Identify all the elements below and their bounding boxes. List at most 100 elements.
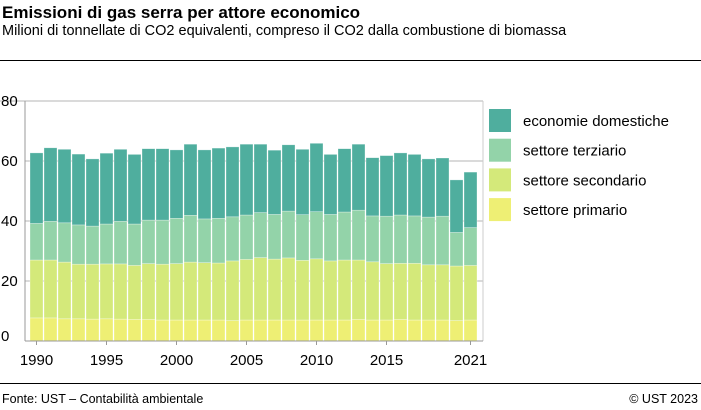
bar-segment (435, 319, 450, 342)
bar-segment (435, 264, 450, 321)
bar-segment (239, 319, 254, 342)
bar-segment (183, 143, 198, 216)
x-tick-label: 1990 (20, 352, 53, 369)
bar-segment (393, 262, 408, 320)
bar-segment (337, 259, 352, 321)
bar-segment (127, 223, 142, 266)
source-note: Fonte: UST – Contabilità ambientale (2, 392, 204, 406)
bar-segment (225, 146, 240, 218)
bar-segment (351, 259, 366, 320)
bar-segment (85, 158, 100, 227)
bar-segment (99, 152, 114, 225)
bar-segment (351, 209, 366, 261)
bar-segment (379, 155, 394, 217)
bar-segment (57, 222, 72, 263)
bar-segment (435, 215, 450, 266)
bar-segment (183, 215, 198, 263)
bar-segment (57, 261, 72, 320)
bar-segment (309, 143, 324, 213)
bar-segment (113, 149, 128, 222)
bar-segment (197, 319, 212, 342)
footer-divider (0, 383, 701, 384)
bar-segment (309, 319, 324, 342)
bar-segment (169, 319, 184, 342)
bar-segment (225, 216, 240, 262)
bar-segment (43, 221, 58, 261)
bar-segment (211, 218, 226, 264)
bar-segment (85, 263, 100, 320)
bar-segment (463, 319, 478, 342)
x-tick-label: 1995 (90, 352, 123, 369)
bar-segment (267, 149, 282, 215)
bar-segment (351, 143, 366, 211)
bar-segment (169, 218, 184, 264)
bar-segment (253, 257, 268, 321)
bar-segment (337, 319, 352, 342)
bar-segment (463, 171, 478, 228)
chart-title: Emissioni di gas serra per attore econom… (2, 3, 361, 22)
bar-segment (141, 219, 156, 264)
bar-segment (365, 261, 380, 321)
bar-segment (99, 223, 114, 265)
bar-segment (449, 320, 464, 342)
y-tick-label: 0 (1, 328, 9, 345)
bar-segment (225, 320, 240, 342)
chart-subtitle: Milioni di tonnellate di CO2 equivalenti… (2, 23, 567, 39)
bar-segment (239, 143, 254, 216)
bar-segment (113, 221, 128, 265)
x-tick-label: 2000 (160, 352, 193, 369)
bar-segment (29, 317, 44, 342)
x-tick-label: 2005 (230, 352, 263, 369)
bar-segment (449, 179, 464, 233)
bar-segment (127, 319, 142, 342)
bar-segment (183, 261, 198, 321)
bar-segment (295, 214, 310, 261)
bar-segment (211, 319, 226, 342)
bar-segment (421, 319, 436, 342)
bar-segment (449, 265, 464, 321)
bar-segment (183, 319, 198, 342)
bar-segment (169, 263, 184, 321)
bar-segment (211, 262, 226, 321)
bar-segment (449, 232, 464, 267)
y-tick-label: 60 (1, 153, 18, 170)
bar-segment (421, 216, 436, 266)
bar-segment (267, 319, 282, 342)
bar-segment (155, 319, 170, 342)
bar-segment (211, 147, 226, 219)
bar-segment (29, 259, 44, 319)
bar-segment (253, 143, 268, 213)
bar-segment (253, 319, 268, 342)
bar-segment (267, 214, 282, 260)
bar-segment (323, 154, 338, 215)
bar-segment (43, 259, 58, 319)
bar-segment (71, 318, 86, 342)
bar-segment (407, 319, 422, 342)
bar-segment (253, 212, 268, 258)
bar-segment (309, 258, 324, 321)
bar-segment (239, 214, 254, 260)
bar-segment (407, 215, 422, 264)
x-tick-label: 2021 (454, 352, 487, 369)
legend-swatch (489, 138, 511, 162)
bar-segment (141, 263, 156, 320)
bar-segment (141, 148, 156, 221)
bar-segment (365, 157, 380, 217)
bar-segment (337, 211, 352, 261)
bar-segment (85, 225, 100, 265)
legend-swatch (489, 109, 511, 132)
bar-segment (29, 152, 44, 224)
bar-segment (281, 257, 296, 321)
bar-segment (407, 154, 422, 217)
bar-segment (99, 318, 114, 342)
bar-segment (435, 157, 450, 217)
bar-segment (71, 263, 86, 320)
bar-segment (365, 319, 380, 342)
bar-segment (127, 265, 142, 320)
y-tick-label: 40 (1, 213, 18, 230)
legend-swatch (489, 168, 511, 192)
bar-segment (113, 263, 128, 320)
bar-segment (43, 317, 58, 342)
y-tick-label: 20 (1, 273, 18, 290)
